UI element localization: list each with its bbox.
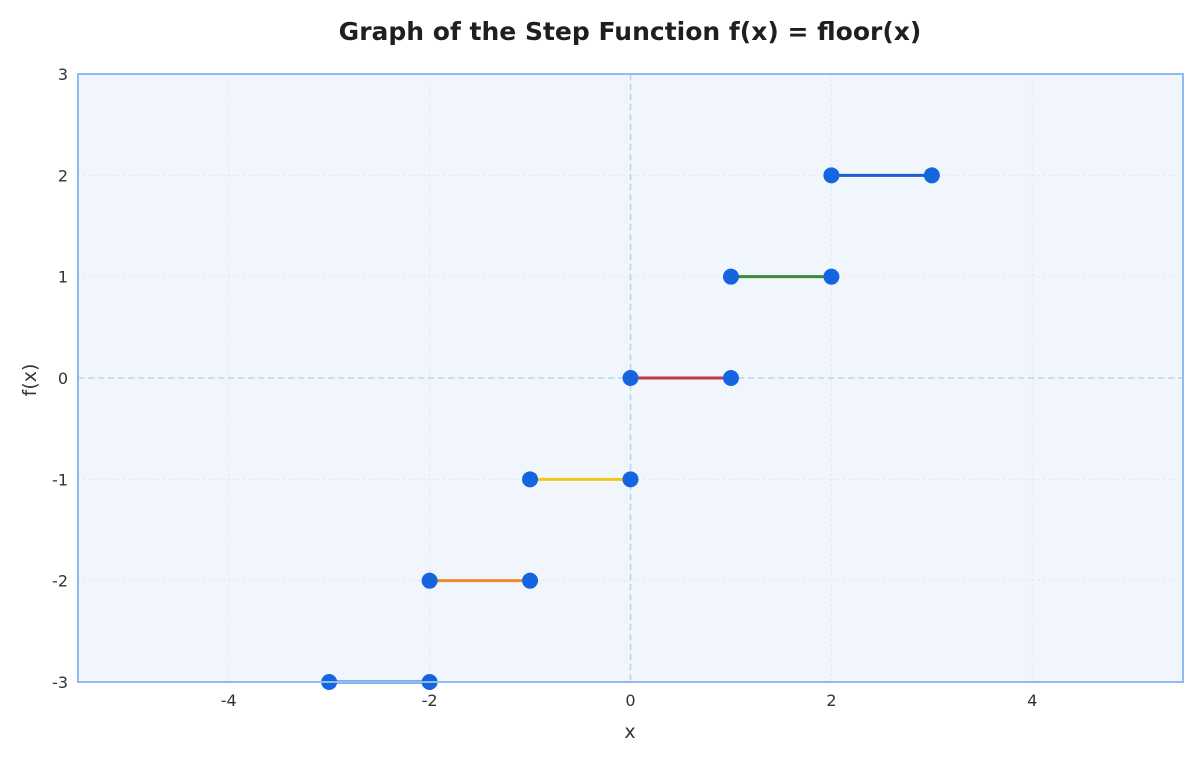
data-point [722,268,739,285]
data-point [522,471,539,488]
data-point [622,471,639,488]
y-tick-label: -1 [52,470,68,489]
data-point [923,167,940,184]
plot-border [77,73,1184,683]
x-tick-label: -4 [221,691,237,710]
data-point [823,167,840,184]
x-tick-label: -2 [422,691,438,710]
data-point [823,268,840,285]
y-tick-label: 0 [58,369,68,388]
step-segment-1 [421,572,539,589]
chart-title: Graph of the Step Function f(x) = floor(… [339,17,922,46]
data-point [522,572,539,589]
y-tick-label: 1 [58,268,68,287]
y-tick-label: -2 [52,572,68,591]
step-segment-4 [722,268,840,285]
x-axis-label: x [624,721,635,743]
x-tick-label: 4 [1027,691,1037,710]
y-tick-label: 3 [58,65,68,84]
x-tick-label: 2 [826,691,836,710]
tick-labels: -4 -2 0 2 4 -3 -2 -1 0 1 2 3 [52,65,1037,710]
y-axis-label: f(x) [19,364,41,397]
step-segment-3 [622,370,739,386]
data-point [421,572,438,589]
x-tick-label: 0 [625,691,635,710]
y-tick-label: -3 [52,673,68,692]
data-point [622,370,639,386]
data-point [722,370,739,386]
step-segment-5 [823,167,940,184]
step-segment-2 [522,471,639,488]
y-tick-label: 2 [58,166,68,185]
